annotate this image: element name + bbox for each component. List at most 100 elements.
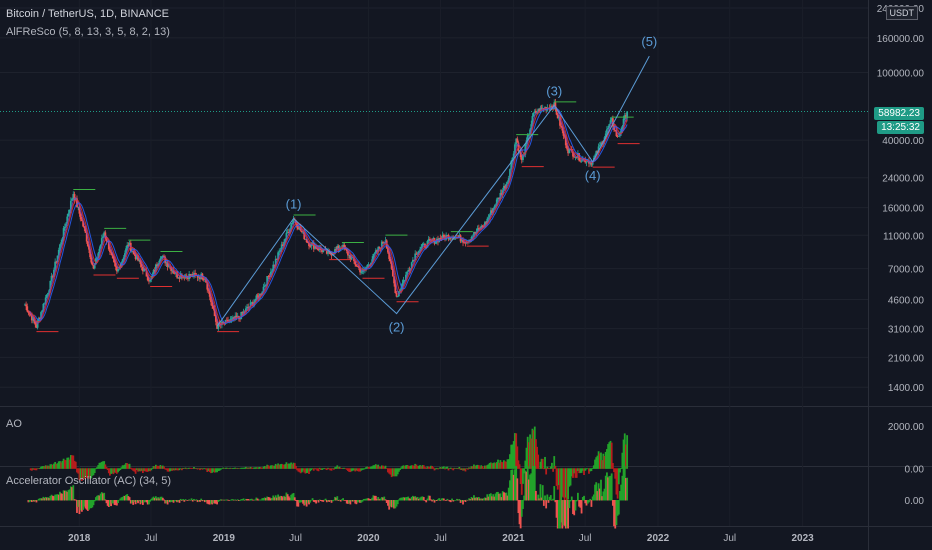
ao-bar bbox=[385, 468, 388, 469]
ao-bar bbox=[193, 467, 195, 469]
candle-body bbox=[51, 275, 54, 277]
ac-bar bbox=[103, 492, 106, 501]
candle-body bbox=[561, 126, 564, 131]
ao-bar bbox=[57, 461, 60, 469]
ac-bar bbox=[519, 500, 522, 529]
ao-bar bbox=[203, 468, 206, 470]
ao-bar bbox=[522, 468, 524, 484]
ac-bar bbox=[137, 500, 139, 504]
ao-bar bbox=[107, 468, 110, 474]
ao-bar bbox=[176, 468, 178, 471]
ac-bar bbox=[371, 497, 374, 501]
ac-bar bbox=[316, 499, 319, 501]
ao-bar bbox=[132, 468, 135, 471]
candle-body bbox=[477, 228, 480, 230]
ac-bar bbox=[181, 500, 183, 501]
ao-bar bbox=[594, 459, 596, 469]
ac-bar bbox=[437, 499, 439, 501]
ao-bar bbox=[549, 466, 552, 469]
ao-bar bbox=[312, 468, 315, 471]
indicator-legend[interactable]: AlFReSco (5, 8, 13, 3, 5, 8, 2, 13) bbox=[6, 26, 170, 38]
ao-bar bbox=[617, 468, 620, 485]
candle-body bbox=[619, 132, 621, 136]
ac-bar bbox=[274, 495, 277, 501]
ac-bar bbox=[586, 500, 589, 504]
ac-bar bbox=[109, 500, 111, 507]
ac-bar bbox=[598, 488, 601, 501]
candle-body bbox=[249, 302, 252, 307]
ao-bar bbox=[544, 456, 546, 469]
candle-body bbox=[40, 312, 42, 319]
ao-bar bbox=[621, 452, 624, 469]
ac-bar bbox=[78, 500, 81, 515]
ao-bar bbox=[420, 466, 423, 469]
ao-bar bbox=[297, 468, 300, 472]
ao-bar bbox=[129, 467, 132, 469]
ao-bar bbox=[42, 466, 45, 469]
ac-bar bbox=[224, 499, 227, 501]
ac-bar bbox=[129, 500, 132, 504]
candle-body bbox=[476, 228, 479, 232]
ao-bar bbox=[546, 466, 549, 469]
candle-body bbox=[128, 242, 131, 246]
candle-body bbox=[573, 156, 576, 158]
ac-bar bbox=[589, 498, 592, 501]
ac-bar bbox=[507, 487, 510, 501]
ac-bar bbox=[91, 500, 94, 508]
ac-bar bbox=[53, 496, 55, 501]
ac-bar bbox=[578, 500, 581, 507]
ac-bar bbox=[426, 498, 429, 501]
ao-bar bbox=[545, 468, 548, 475]
candle-body bbox=[524, 144, 527, 155]
ac-bar bbox=[191, 500, 194, 502]
ac-bar bbox=[330, 500, 333, 503]
ao-bar bbox=[234, 467, 237, 469]
candle-body bbox=[355, 264, 358, 267]
ao-bar bbox=[118, 468, 121, 471]
ao-bar bbox=[61, 460, 64, 469]
ao-bar bbox=[200, 468, 203, 469]
currency-unit-badge[interactable]: USDT bbox=[885, 6, 918, 20]
ac-bar bbox=[331, 500, 334, 502]
candle-body bbox=[419, 249, 421, 252]
ac-bar bbox=[138, 500, 141, 501]
ac-bar bbox=[149, 500, 152, 502]
candle-body bbox=[364, 269, 366, 270]
ac-bar bbox=[424, 500, 426, 501]
ao-bar bbox=[458, 466, 461, 469]
candle-body bbox=[240, 312, 243, 320]
candle-body bbox=[173, 272, 176, 274]
candle-body bbox=[211, 302, 214, 307]
ac-bar bbox=[590, 500, 593, 507]
ao-bar bbox=[475, 465, 478, 469]
ao-bar bbox=[284, 464, 287, 469]
ac-bar bbox=[591, 496, 594, 501]
candle-body bbox=[115, 266, 118, 272]
candle-body bbox=[317, 248, 320, 251]
ao-bar bbox=[295, 465, 297, 469]
ao-bar bbox=[184, 467, 187, 469]
ao-bar bbox=[348, 468, 351, 472]
price-tick-label: 40000.00 bbox=[882, 136, 924, 147]
price-tick-label: 160000.00 bbox=[877, 34, 925, 45]
candle-body bbox=[290, 224, 293, 230]
time-tick-label: Jul bbox=[434, 533, 447, 544]
candle-body bbox=[485, 222, 487, 224]
ac-bar bbox=[336, 496, 339, 501]
candle-body bbox=[291, 223, 294, 225]
ac-bar bbox=[141, 500, 144, 505]
ao-bar bbox=[396, 468, 399, 475]
candle-body bbox=[110, 252, 113, 253]
ao-bar bbox=[459, 468, 462, 470]
ac-bar bbox=[608, 476, 611, 501]
ac-bar bbox=[308, 500, 310, 505]
ao-bar bbox=[447, 468, 450, 471]
ao-bar bbox=[214, 468, 217, 473]
ao-bar bbox=[336, 465, 339, 469]
ac-bar bbox=[292, 493, 295, 501]
ac-bar bbox=[254, 499, 257, 501]
candle-body bbox=[614, 129, 617, 131]
ac-bar bbox=[556, 500, 559, 529]
ao-bar bbox=[491, 463, 493, 469]
ao-bar bbox=[146, 468, 149, 472]
